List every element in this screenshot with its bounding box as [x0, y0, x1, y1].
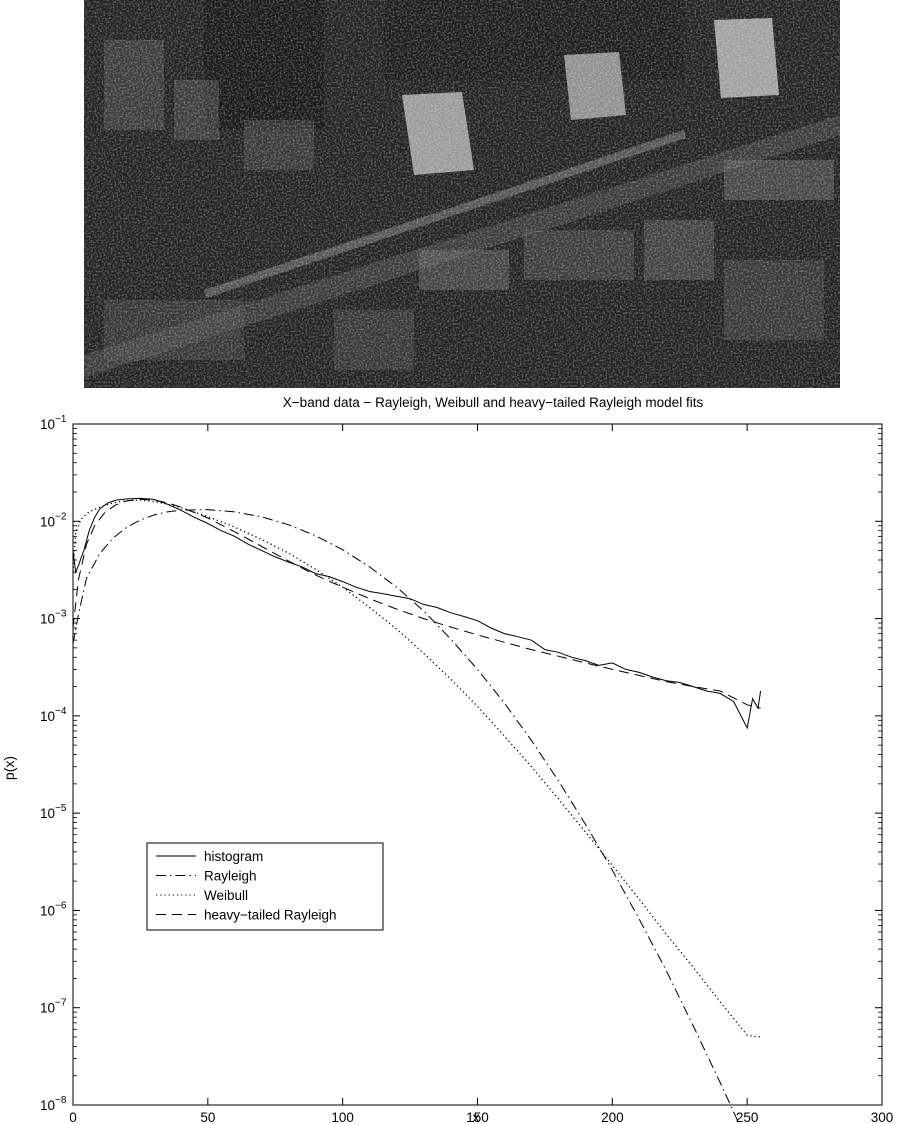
- legend-label: Weibull: [204, 888, 248, 903]
- legend: histogram Rayleigh Weibull heavy−tailed Ray…: [146, 842, 384, 931]
- x-tick-label: 150: [466, 1110, 489, 1124]
- x-axis-label: x: [473, 1109, 480, 1124]
- legend-label: Rayleigh: [204, 869, 257, 884]
- plot-area: [72, 423, 883, 1106]
- y-tick-label: 10−7: [40, 998, 67, 1016]
- x-tick-label: 0: [69, 1110, 77, 1124]
- legend-label: histogram: [204, 849, 263, 864]
- y-tick-label: 10−2: [40, 511, 67, 529]
- legend-box: [146, 842, 384, 931]
- y-axis-label: p(x): [1, 756, 17, 780]
- chart-title: X−band data − Rayleigh, Weibull and heav…: [283, 395, 704, 410]
- x-tick-label: 50: [200, 1110, 215, 1124]
- x-tick-label: 200: [601, 1110, 624, 1124]
- series-layer: [72, 497, 762, 1124]
- y-tick-label: 10−3: [40, 609, 67, 627]
- legend-label: heavy−tailed Rayleigh: [204, 908, 336, 923]
- series-weibull-line: [72, 499, 761, 1038]
- y-tick-label: 10−4: [40, 706, 67, 724]
- sar-aerial-image: [84, 0, 840, 388]
- series-heavy-tailed-rayleigh-line: [72, 498, 761, 709]
- x-tick-label: 250: [736, 1110, 759, 1124]
- x-tick-label: 300: [871, 1110, 894, 1124]
- y-tick-label: 10−6: [40, 900, 67, 918]
- x-tick-label: 100: [331, 1110, 354, 1124]
- series-histogram-line: [72, 497, 762, 730]
- x-axis-ticks: 0 50 100 150 200 250 300: [69, 424, 893, 1124]
- y-tick-label: 10−8: [40, 1095, 67, 1113]
- chart: X−band data − Rayleigh, Weibull and heav…: [1, 395, 893, 1124]
- y-tick-label: 10−5: [40, 803, 67, 821]
- series-rayleigh-line: [72, 509, 740, 1124]
- y-tick-label: 10−1: [40, 414, 67, 432]
- y-axis-ticks: 10−8 10−7 10−6 10−5 10−4 10−3 10−2 10−1: [40, 414, 882, 1113]
